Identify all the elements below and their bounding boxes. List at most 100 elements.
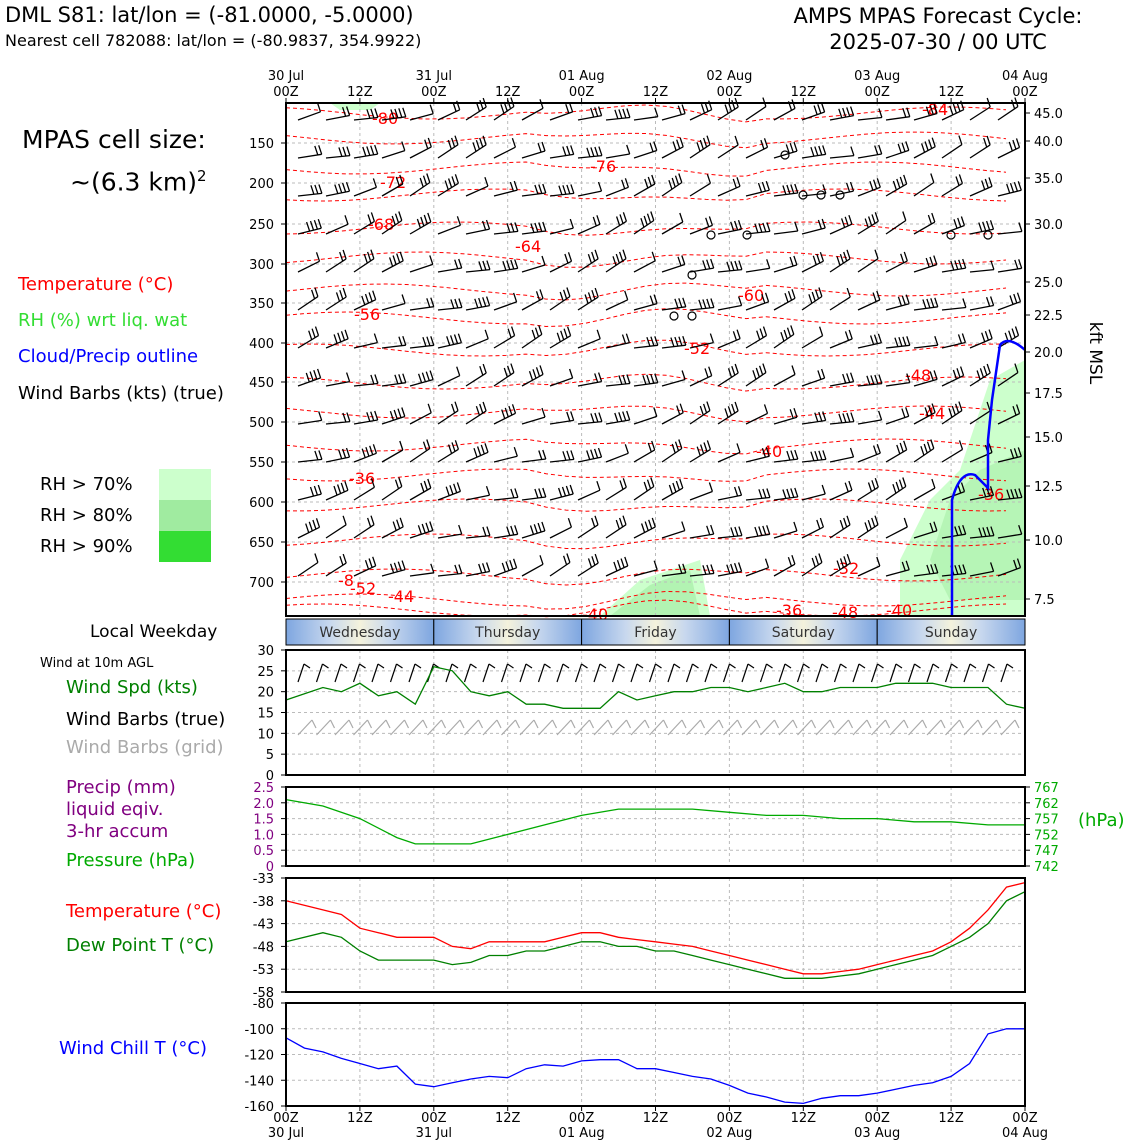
wind-barb-feather: [931, 212, 936, 223]
wind-barb: [325, 154, 350, 159]
wind-barb: [857, 486, 879, 501]
wind-barb-feather: [341, 448, 347, 459]
wind-barb-feather: [934, 297, 939, 308]
wind-barb-feather: [902, 336, 907, 347]
wind-barb-feather: [622, 108, 627, 119]
weekday-bar: Wednesday Thursday Friday Saturday Sunday: [285, 618, 1026, 646]
wind-barb-feather: [990, 526, 995, 536]
wind-barb-true-feather: [377, 663, 385, 669]
wind-barb-feather: [814, 450, 819, 461]
pressure-tick-label: 757: [1034, 813, 1059, 828]
wind-barb-feather: [903, 440, 908, 451]
wind-barb-feather: [373, 333, 379, 343]
wind-barb-feather: [390, 109, 395, 119]
wind-barb-feather: [542, 449, 547, 460]
wind-barb-feather: [362, 146, 367, 157]
wind-barb: [829, 190, 854, 197]
wind-barb-feather: [821, 218, 826, 229]
wind-barb-feather: [920, 445, 925, 456]
wind-barb: [297, 192, 322, 197]
wind-barb-feather: [482, 260, 487, 271]
kft-tick-label: 22.5: [1034, 309, 1063, 324]
wind-barb: [437, 144, 459, 159]
wind-barb-feather: [958, 259, 963, 270]
wind-barb: [745, 567, 769, 577]
wind-barb-true-feather: [988, 663, 995, 669]
wind-barb-feather: [706, 298, 711, 309]
wind-barb-grid-feather: [940, 719, 946, 729]
wind-barb-feather: [396, 253, 401, 263]
temperature-contour: [285, 104, 1007, 123]
top-hour-label: 00Z: [273, 85, 299, 100]
wind-barb-feather: [341, 106, 347, 117]
wind-barb-feather: [849, 181, 855, 192]
wind-barb-feather: [786, 450, 791, 461]
wind-barb-feather: [846, 249, 851, 260]
wind-barb-feather: [933, 104, 938, 114]
wind-barb: [829, 296, 851, 311]
wind-barb-feather: [397, 561, 402, 571]
wind-barb: [633, 149, 658, 159]
rh-shade-70: [600, 560, 710, 616]
wind-barb: [941, 341, 966, 349]
wind-barb: [521, 192, 546, 197]
wind-barb-feather: [619, 480, 624, 490]
wind-barb-feather: [696, 446, 701, 456]
top-hour-label: 12Z: [495, 85, 521, 100]
wind-barb-feather: [534, 184, 539, 195]
wind-barb-true: [519, 663, 527, 683]
wind-barb-feather: [782, 489, 787, 499]
wind-barb-feather: [562, 451, 567, 461]
wind-barb: [801, 111, 825, 121]
wind-barb-feather: [821, 484, 826, 495]
wind-barb: [717, 410, 739, 425]
y-tick-label: 0: [266, 860, 274, 875]
temperature-line: [285, 881, 1026, 975]
wind-barb-feather: [618, 109, 623, 119]
wind-barb: [577, 223, 601, 235]
wind-barb-feather: [425, 522, 430, 533]
wind-barb-feather: [906, 373, 911, 383]
wind-barb-feather: [681, 370, 686, 380]
wind-barb-feather: [978, 222, 983, 232]
wind-barb-feather: [682, 335, 687, 346]
wind-barb-feather: [398, 374, 403, 384]
wind-barb-feather: [930, 298, 935, 308]
wind-barb-feather: [734, 260, 739, 271]
wind-barb-feather: [420, 482, 425, 493]
wind-barb-true: [667, 663, 675, 683]
wind-barb-feather: [534, 327, 540, 337]
temperature-contour: [285, 131, 1007, 149]
wind-barb: [829, 258, 851, 273]
wind-barb-feather: [313, 485, 319, 496]
wind-barb: [549, 335, 571, 349]
wind-barb-feather: [762, 525, 767, 536]
temperature-contour: [285, 438, 1007, 455]
wind-barb-feather: [616, 559, 622, 570]
wind-barb-feather: [1014, 97, 1019, 107]
wind-barb-feather: [534, 222, 539, 233]
pressure-tick-label: 767: [1034, 781, 1059, 796]
wind-barb: [437, 342, 462, 349]
wind-barb: [969, 338, 993, 349]
wind-barb-feather: [566, 184, 571, 195]
wind-barb-feather: [594, 146, 599, 157]
wind-barb-feather: [374, 144, 379, 155]
wind-barb-feather: [900, 253, 905, 264]
wind-barb: [689, 109, 712, 121]
wind-barb-feather: [730, 221, 735, 232]
wind-barb-feather: [305, 523, 310, 533]
wind-barb-feather: [393, 562, 399, 573]
wind-barb: [801, 260, 824, 273]
wind-barb: [521, 230, 546, 235]
wind-barb-feather: [677, 256, 682, 267]
wind-barb: [801, 493, 826, 501]
wind-barb-feather: [986, 97, 991, 108]
wind-barb-feather: [958, 174, 964, 184]
wind-barb-feather: [342, 249, 347, 260]
wind-barb-true: [963, 663, 971, 683]
wind-barb: [325, 338, 349, 349]
wind-barb: [717, 304, 742, 311]
wind-barb-grid: [926, 719, 942, 736]
